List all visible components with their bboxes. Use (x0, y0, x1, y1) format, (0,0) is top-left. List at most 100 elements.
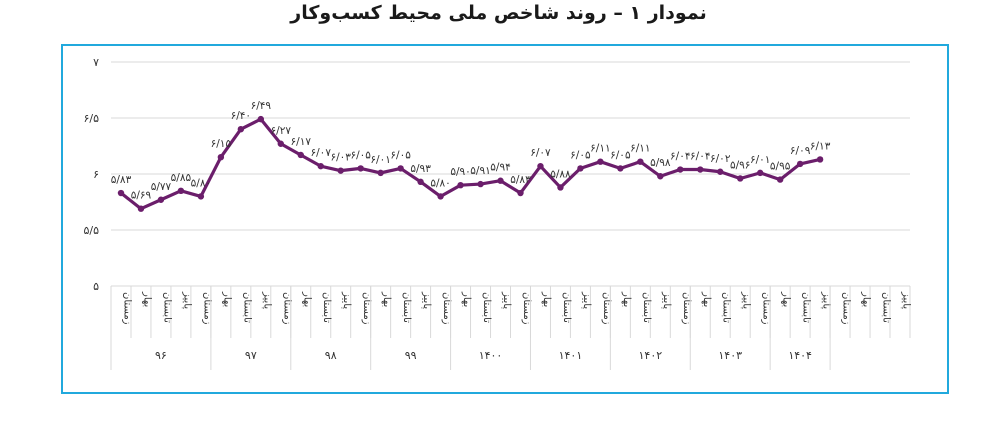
data-label: ۶/۱۵ (211, 138, 232, 150)
data-label: ۶/۰۱ (750, 154, 770, 166)
category-label: زمستان (601, 292, 612, 325)
data-point (137, 205, 145, 212)
data-point (497, 177, 504, 184)
category-label: پاییز (501, 291, 512, 309)
data-label: ۶/۰۵ (350, 149, 371, 161)
chart-title: نمودار ۱ – روند شاخص ملی محیط کسب‌وکار (290, 2, 707, 24)
category-label: زمستان (121, 292, 132, 325)
year-label: ۱۴۰۴ (788, 349, 812, 362)
data-label: ۶/۴۹ (251, 100, 272, 112)
year-label: ۹۷ (245, 349, 257, 362)
data-label: ۶/۱۳ (810, 140, 831, 152)
data-label: ۵/۹۴ (490, 162, 510, 174)
data-point (776, 176, 784, 183)
data-point (317, 162, 324, 170)
year-label: ۹۶ (155, 349, 167, 362)
category-label: پاییز (181, 291, 192, 309)
category-label: پاییز (261, 291, 272, 309)
category-label: تابستان (161, 292, 172, 323)
data-point (377, 169, 384, 177)
data-point (117, 189, 125, 197)
series-line (119, 117, 822, 211)
category-label: زمستان (361, 292, 372, 325)
data-point (457, 182, 464, 189)
category-label: زمستان (281, 292, 292, 325)
category-label: بهار (621, 291, 632, 307)
y-tick-label: ۶/۵ (83, 112, 99, 125)
line-chart: ۵ ۵/۵ ۶ ۶/۵ ۷ زمستان بهار تابستان پاییز زمستان بها… (83, 56, 912, 370)
data-point (697, 166, 704, 173)
category-label: تابستان (321, 292, 332, 323)
data-point (517, 189, 524, 197)
category-label: پاییز (341, 291, 352, 309)
data-label: ۶/۰۵ (390, 149, 411, 161)
data-point (157, 196, 165, 203)
data-label: ۵/۸۰ (430, 177, 450, 189)
category-label: بهار (141, 291, 152, 307)
data-point (537, 162, 544, 170)
data-point (756, 169, 764, 177)
category-label: بهار (701, 291, 712, 307)
category-label: تابستان (721, 292, 732, 323)
data-label: ۶/۰۴ (690, 151, 710, 163)
category-label: بهار (541, 291, 552, 307)
data-label: ۶/۰۹ (790, 145, 811, 157)
category-label: بهار (301, 291, 312, 307)
data-point (297, 151, 304, 159)
category-label: بهار (221, 291, 232, 307)
category-label: زمستان (761, 292, 772, 325)
category-label: تابستان (241, 292, 252, 323)
category-label: پاییز (421, 291, 432, 309)
data-point (417, 178, 424, 186)
data-label: ۶/۰۷ (530, 147, 551, 159)
data-label: ۵/۹۵ (770, 161, 791, 173)
data-point (577, 165, 584, 172)
category-label: پاییز (821, 291, 832, 309)
year-label: ۱۴۰۳ (718, 349, 742, 362)
data-label: ۶/۰۲ (710, 153, 731, 165)
category-label: زمستان (521, 292, 532, 325)
data-point (816, 156, 824, 163)
data-label: ۶/۲۷ (271, 125, 292, 137)
category-label: پاییز (581, 291, 592, 309)
year-label: ۱۴۰۱ (559, 349, 583, 362)
data-point (557, 184, 564, 191)
data-label: ۶/۱۱ (630, 143, 650, 155)
data-point (617, 165, 624, 172)
data-point (737, 175, 744, 182)
category-label: بهار (381, 291, 392, 307)
data-point (217, 154, 225, 161)
data-point (437, 193, 444, 200)
data-label: ۵/۹۱ (470, 165, 490, 177)
data-label: ۵/۹۰ (450, 166, 470, 178)
data-point (717, 168, 724, 175)
category-label: پاییز (741, 291, 752, 309)
data-point (237, 126, 245, 133)
data-label: ۶/۰۳ (330, 152, 351, 164)
data-label: ۵/۸۵ (171, 172, 192, 184)
data-label: ۶/۰۱ (370, 154, 390, 166)
data-label: ۵/۹۳ (410, 163, 431, 175)
y-tick-label: ۵/۵ (83, 224, 99, 237)
data-label: ۵/۹۸ (650, 157, 671, 169)
category-label: تابستان (561, 292, 572, 323)
data-point (637, 158, 644, 165)
category-label: زمستان (841, 292, 852, 325)
category-label: بهار (781, 291, 792, 307)
category-label: تابستان (801, 292, 812, 323)
year-label: ۹۸ (325, 349, 337, 362)
data-point (677, 166, 684, 173)
data-label: ۶/۰۷ (311, 147, 332, 159)
y-tick-label: ۷ (93, 56, 99, 69)
data-label: ۵/۶۹ (131, 190, 152, 202)
data-point (257, 115, 265, 123)
data-point (597, 158, 604, 165)
category-label: بهار (861, 291, 872, 307)
data-label: ۶/۴۰ (231, 110, 251, 122)
data-label: ۵/۸۳ (510, 174, 531, 186)
data-label: ۶/۰۵ (610, 149, 631, 161)
year-label: ۹۹ (405, 349, 417, 362)
data-label: ۶/۰۴ (670, 151, 690, 163)
data-point (397, 165, 404, 172)
data-point (357, 165, 364, 172)
